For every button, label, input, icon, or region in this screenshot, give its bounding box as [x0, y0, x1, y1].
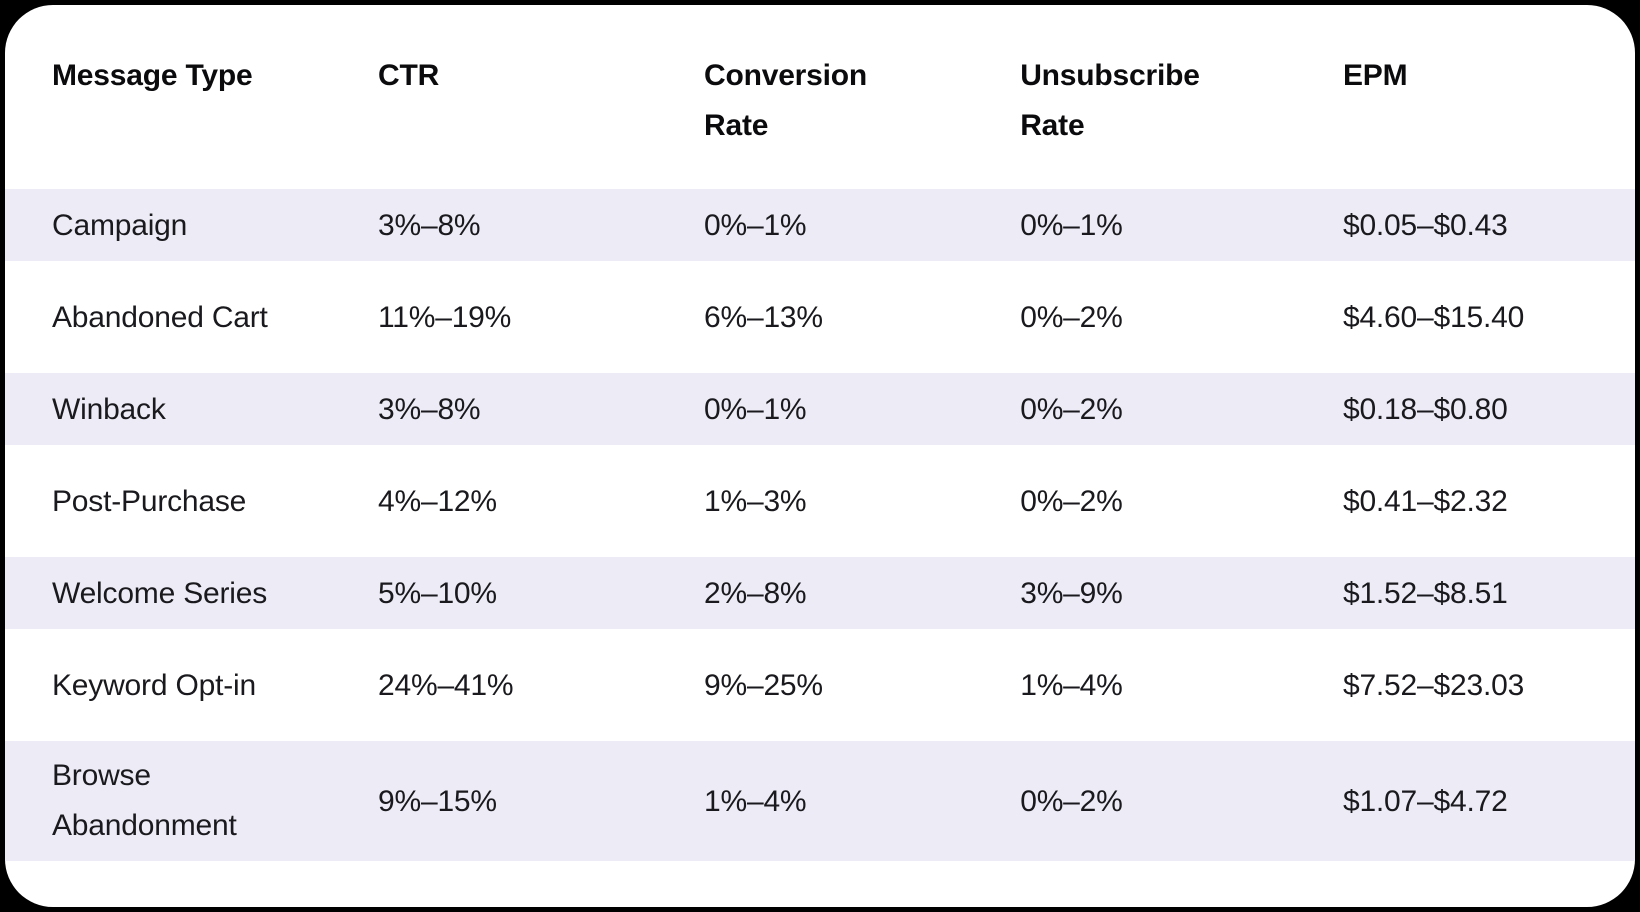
cell-value: 2%–8%	[704, 576, 807, 610]
column-header-conversion-rate: Conversion Rate	[657, 51, 973, 151]
unsubscribe-rate-cell: 0%–1%	[973, 189, 1296, 260]
message-type-cell: Browse Abandonment	[5, 741, 331, 861]
epm-cell: $0.05–$0.43	[1296, 189, 1635, 260]
cell-value: 1%–4%	[704, 784, 807, 818]
metrics-table-card: Message Type CTR Conversion Rate Unsubsc…	[5, 5, 1635, 907]
ctr-cell: 9%–15%	[331, 765, 657, 836]
unsubscribe-rate-cell: 0%–2%	[973, 465, 1296, 536]
epm-cell: $0.41–$2.32	[1296, 465, 1635, 536]
message-type-cell: Post-Purchase	[5, 465, 331, 536]
column-header-epm: EPM	[1296, 51, 1635, 151]
message-type-cell: Welcome Series	[5, 557, 331, 628]
column-header-label: Unsubscribe Rate	[1020, 59, 1200, 142]
cell-value: 5%–10%	[378, 576, 497, 610]
cell-value: $0.18–$0.80	[1342, 392, 1508, 426]
column-header-label: Conversion Rate	[704, 59, 868, 142]
cell-value: 0%–2%	[1020, 392, 1123, 426]
conversion-rate-cell: 9%–25%	[657, 649, 973, 720]
cell-value: Abandoned Cart	[52, 300, 268, 334]
column-header-label: CTR	[378, 59, 440, 92]
conversion-rate-cell: 2%–8%	[657, 557, 973, 628]
cell-value: $7.52–$23.03	[1342, 668, 1525, 702]
conversion-rate-cell: 1%–4%	[657, 765, 973, 836]
unsubscribe-rate-cell: 1%–4%	[973, 649, 1296, 720]
table-row: Post-Purchase 4%–12% 1%–3% 0%–2% $0.41–$2.32	[5, 455, 1635, 547]
cell-value: 4%–12%	[378, 484, 497, 518]
table-row-background: Campaign 3%–8% 0%–1% 0%–1% $0.05–$0.43	[5, 189, 1635, 261]
cell-value: 9%–25%	[704, 668, 823, 702]
cell-value: 0%–1%	[704, 392, 807, 426]
cell-value: 0%–2%	[1020, 484, 1123, 518]
epm-cell: $1.52–$8.51	[1296, 557, 1635, 628]
column-header-label: EPM	[1342, 59, 1408, 92]
cell-value: Post-Purchase	[52, 484, 247, 518]
unsubscribe-rate-cell: 0%–2%	[973, 765, 1296, 836]
message-type-cell: Keyword Opt-in	[5, 649, 331, 720]
table-row-background: Post-Purchase 4%–12% 1%–3% 0%–2% $0.41–$2.32	[5, 465, 1635, 537]
cell-value: Welcome Series	[52, 576, 268, 610]
table-body: Campaign 3%–8% 0%–1% 0%–1% $0.05–$0.43 Abando…	[5, 179, 1635, 871]
table-row: Keyword Opt-in 24%–41% 9%–25% 1%–4% $7.52–$2…	[5, 639, 1635, 731]
table-row: Campaign 3%–8% 0%–1% 0%–1% $0.05–$0.43	[5, 179, 1635, 271]
cell-value: $0.05–$0.43	[1342, 208, 1508, 242]
cell-value: 0%–1%	[1020, 208, 1123, 242]
cell-value: 3%–8%	[378, 208, 481, 242]
cell-value: 0%–2%	[1020, 784, 1123, 818]
epm-cell: $0.18–$0.80	[1296, 373, 1635, 444]
column-header-message-type: Message Type	[5, 51, 331, 151]
cell-value: $1.52–$8.51	[1342, 576, 1508, 610]
ctr-cell: 11%–19%	[331, 281, 657, 352]
conversion-rate-cell: 1%–3%	[657, 465, 973, 536]
table-row: Winback 3%–8% 0%–1% 0%–2% $0.18–$0.80	[5, 363, 1635, 455]
ctr-cell: 3%–8%	[331, 373, 657, 444]
cell-value: Keyword Opt-in	[52, 668, 256, 702]
unsubscribe-rate-cell: 0%–2%	[973, 281, 1296, 352]
epm-cell: $1.07–$4.72	[1296, 765, 1635, 836]
cell-value: $4.60–$15.40	[1342, 300, 1525, 334]
conversion-rate-cell: 0%–1%	[657, 373, 973, 444]
table-row-background: Keyword Opt-in 24%–41% 9%–25% 1%–4% $7.52–$2…	[5, 649, 1635, 721]
epm-cell: $4.60–$15.40	[1296, 281, 1635, 352]
table-row: Welcome Series 5%–10% 2%–8% 3%–9% $1.52–$8.5…	[5, 547, 1635, 639]
ctr-cell: 5%–10%	[331, 557, 657, 628]
ctr-cell: 4%–12%	[331, 465, 657, 536]
column-header-ctr: CTR	[331, 51, 657, 151]
message-type-cell: Campaign	[5, 189, 331, 260]
cell-value: 9%–15%	[378, 784, 497, 818]
cell-value: 24%–41%	[378, 668, 514, 702]
cell-value: 1%–3%	[704, 484, 807, 518]
table-row-background: Abandoned Cart 11%–19% 6%–13% 0%–2% $4.60–$1…	[5, 281, 1635, 353]
table-row-background: Browse Abandonment 9%–15% 1%–4% 0%–2% $1.07–…	[5, 741, 1635, 861]
message-type-cell: Winback	[5, 373, 331, 444]
message-type-cell: Abandoned Cart	[5, 281, 331, 352]
cell-value: $0.41–$2.32	[1342, 484, 1508, 518]
cell-value: $1.07–$4.72	[1342, 784, 1508, 818]
unsubscribe-rate-cell: 0%–2%	[973, 373, 1296, 444]
cell-value: 3%–8%	[378, 392, 481, 426]
column-header-unsubscribe-rate: Unsubscribe Rate	[973, 51, 1296, 151]
cell-value: Winback	[52, 392, 166, 426]
table-row: Browse Abandonment 9%–15% 1%–4% 0%–2% $1.07–…	[5, 731, 1635, 871]
ctr-cell: 3%–8%	[331, 189, 657, 260]
cell-value: Campaign	[52, 208, 188, 242]
cell-value: 11%–19%	[378, 300, 512, 334]
column-header-label: Message Type	[52, 59, 253, 92]
table-row: Abandoned Cart 11%–19% 6%–13% 0%–2% $4.60–$1…	[5, 271, 1635, 363]
table-header-row: Message Type CTR Conversion Rate Unsubsc…	[5, 5, 1635, 179]
table-row-background: Winback 3%–8% 0%–1% 0%–2% $0.18–$0.80	[5, 373, 1635, 445]
cell-value: 6%–13%	[704, 300, 823, 334]
conversion-rate-cell: 6%–13%	[657, 281, 973, 352]
cell-value: 0%–1%	[704, 208, 807, 242]
cell-value: 0%–2%	[1020, 300, 1123, 334]
unsubscribe-rate-cell: 3%–9%	[973, 557, 1296, 628]
epm-cell: $7.52–$23.03	[1296, 649, 1635, 720]
cell-value: Browse Abandonment	[52, 759, 237, 842]
conversion-rate-cell: 0%–1%	[657, 189, 973, 260]
cell-value: 3%–9%	[1020, 576, 1123, 610]
ctr-cell: 24%–41%	[331, 649, 657, 720]
table-row-background: Welcome Series 5%–10% 2%–8% 3%–9% $1.52–$8.5…	[5, 557, 1635, 629]
cell-value: 1%–4%	[1020, 668, 1123, 702]
